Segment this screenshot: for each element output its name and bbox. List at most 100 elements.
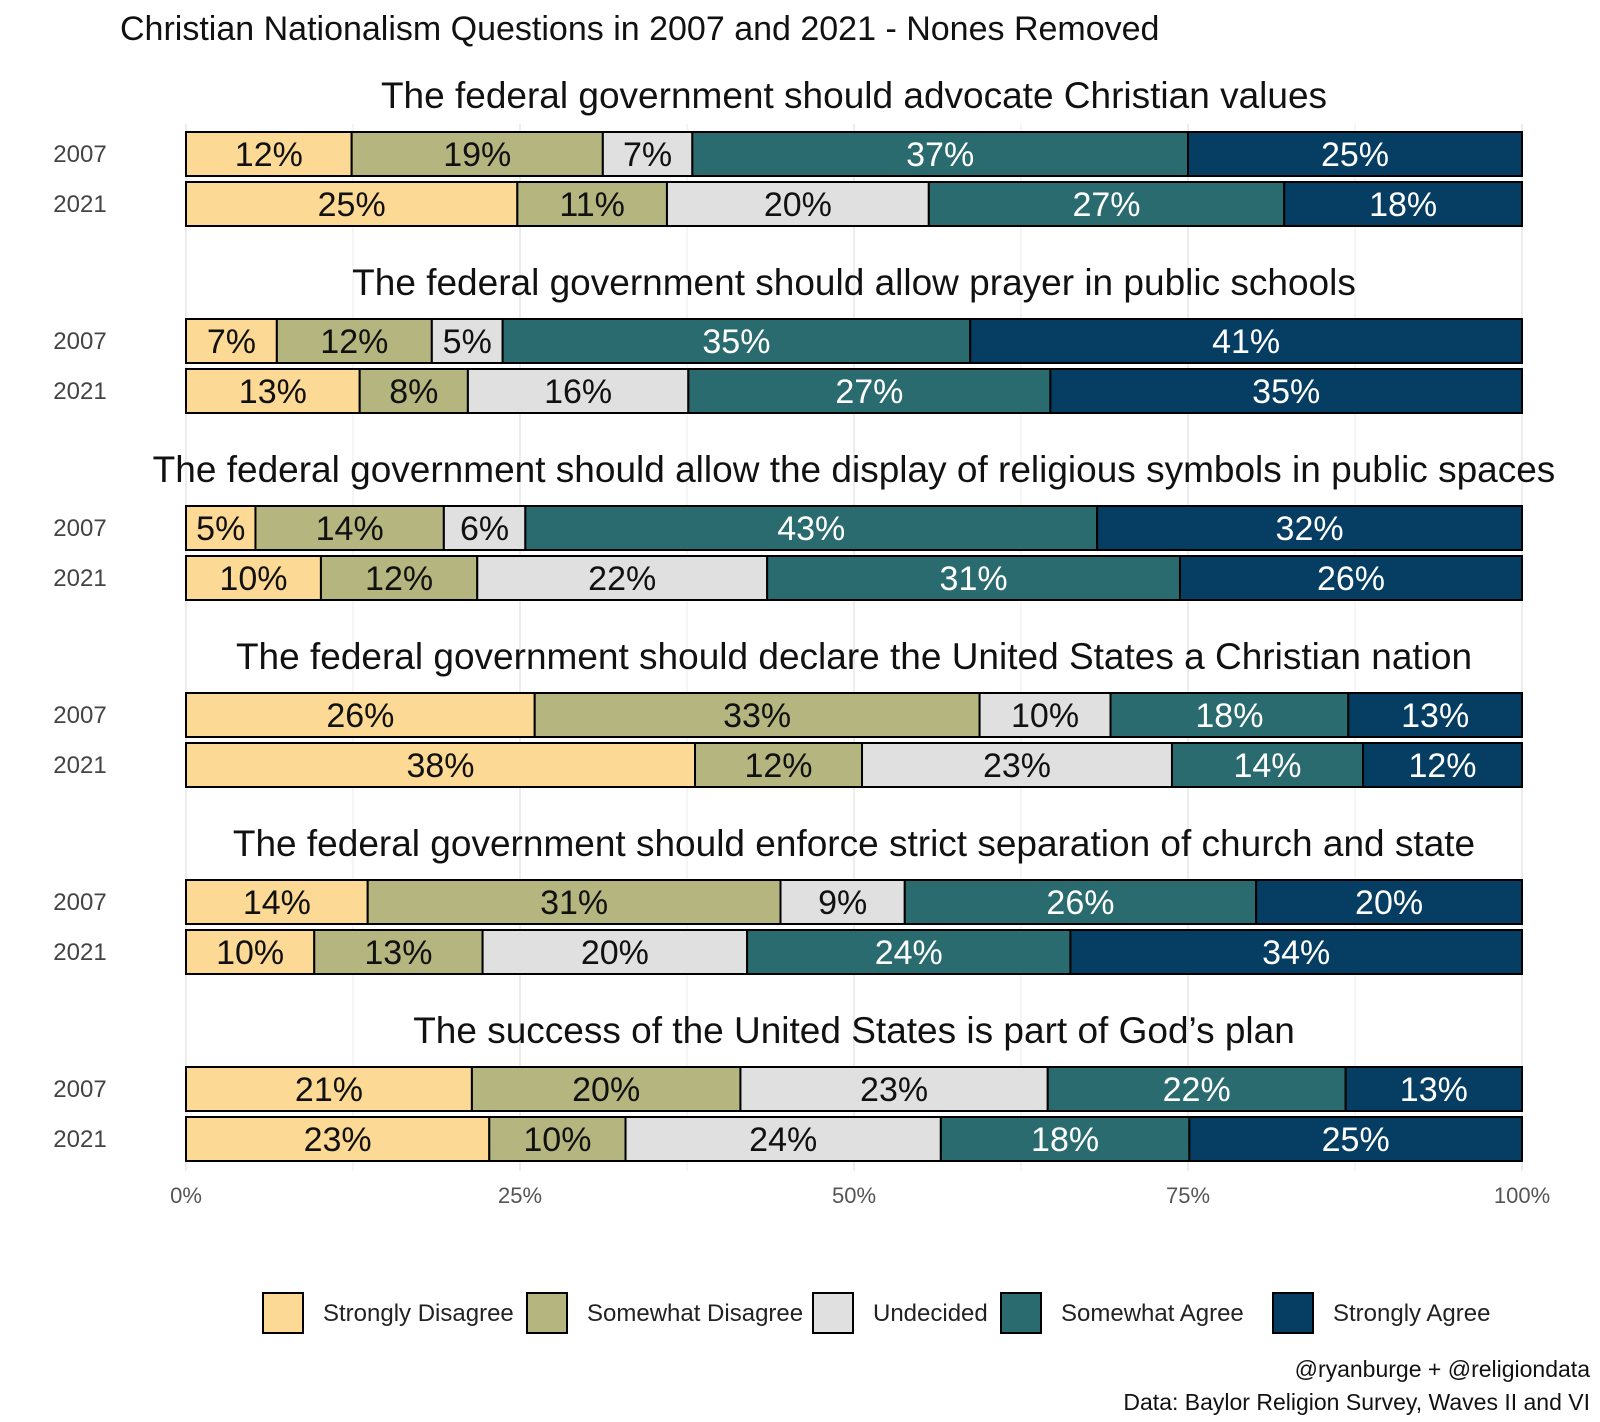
data-label: 27%: [1072, 186, 1140, 224]
facet-panel: The federal government should allow the …: [53, 449, 1556, 601]
data-label: 26%: [1046, 884, 1114, 922]
data-label: 25%: [1322, 1121, 1390, 1159]
bar-segment: [978, 692, 1112, 738]
bar-segment: [254, 505, 445, 551]
data-label: 6%: [460, 510, 509, 548]
data-label: 14%: [243, 884, 311, 922]
legend-key: [1272, 1292, 1314, 1334]
x-tick-label: 50%: [832, 1183, 876, 1208]
bar-segment: [350, 131, 604, 177]
data-label: 13%: [1400, 1071, 1468, 1109]
bar-segment: [1283, 181, 1524, 227]
facet-title: The federal government should allow pray…: [352, 262, 1356, 303]
data-label: 9%: [818, 884, 867, 922]
data-label: 19%: [443, 136, 511, 174]
data-label: 8%: [389, 373, 438, 411]
legend-key: [526, 1292, 568, 1334]
data-label: 20%: [764, 186, 832, 224]
bar-segment: [1344, 1066, 1523, 1112]
data-label: 18%: [1031, 1121, 1099, 1159]
chart-title: Christian Nationalism Questions in 2007 …: [120, 10, 1159, 48]
bar-segment: [366, 879, 782, 925]
bar-segment: [481, 929, 749, 975]
facet-title: The success of the United States is part…: [413, 1010, 1295, 1051]
bar-segment: [1255, 879, 1523, 925]
year-label: 2021: [53, 1126, 106, 1153]
data-label: 10%: [523, 1121, 591, 1159]
bar-segment: [533, 692, 981, 738]
bar-segment: [665, 181, 930, 227]
year-label: 2021: [53, 378, 106, 405]
data-label: 21%: [295, 1071, 363, 1109]
data-label: 18%: [1195, 697, 1263, 735]
data-label: 12%: [235, 136, 303, 174]
bar-segment: [185, 318, 278, 364]
legend-key: [812, 1292, 854, 1334]
data-label: 26%: [326, 697, 394, 735]
bar-segment: [601, 131, 694, 177]
bar-segment: [516, 181, 668, 227]
data-label: 23%: [304, 1121, 372, 1159]
x-tick-label: 25%: [498, 1183, 542, 1208]
bar-segment: [939, 1116, 1191, 1162]
year-label: 2007: [53, 889, 106, 916]
data-label: 13%: [239, 373, 307, 411]
data-label: 32%: [1276, 510, 1344, 548]
data-label: 20%: [572, 1071, 640, 1109]
facet-title: The federal government should allow the …: [153, 449, 1556, 490]
data-label: 38%: [406, 747, 474, 785]
legend-key: [262, 1292, 304, 1334]
year-label: 2021: [53, 565, 106, 592]
data-label: 12%: [320, 323, 388, 361]
data-label: 23%: [860, 1071, 928, 1109]
data-label: 5%: [443, 323, 492, 361]
facet-title: The federal government should advocate C…: [381, 75, 1327, 116]
year-label: 2021: [53, 939, 106, 966]
x-tick-label: 100%: [1494, 1183, 1550, 1208]
x-tick-label: 0%: [170, 1183, 202, 1208]
bar-segment: [319, 555, 479, 601]
legend-label: Strongly Disagree: [323, 1300, 514, 1327]
data-label: 35%: [702, 323, 770, 361]
bar-segment: [624, 1116, 942, 1162]
data-label: 13%: [1401, 697, 1469, 735]
data-label: 7%: [623, 136, 672, 174]
bar-segment: [476, 555, 769, 601]
bar-segment: [358, 368, 469, 414]
data-label: 22%: [588, 560, 656, 598]
bar-segment: [1178, 555, 1523, 601]
data-label: 14%: [1233, 747, 1301, 785]
bar-segment: [1362, 742, 1523, 788]
data-label: 16%: [544, 373, 612, 411]
bar-segment: [1109, 692, 1350, 738]
bar-segment: [903, 879, 1258, 925]
bar-segment: [691, 131, 1189, 177]
data-label: 34%: [1262, 934, 1330, 972]
facets: The federal government should advocate C…: [53, 75, 1556, 1162]
bar-segment: [185, 555, 322, 601]
bar-segment: [1347, 692, 1523, 738]
bar-segment: [442, 505, 527, 551]
bar-segment: [687, 368, 1052, 414]
legend-label: Somewhat Disagree: [587, 1300, 803, 1327]
facet-panel: The federal government should advocate C…: [53, 75, 1524, 227]
data-label: 31%: [540, 884, 608, 922]
data-label: 24%: [749, 1121, 817, 1159]
caption-credit: @ryanburge + @religiondata: [1295, 1356, 1591, 1382]
bar-segment: [185, 742, 697, 788]
data-label: 31%: [940, 560, 1008, 598]
year-label: 2007: [53, 515, 106, 542]
bar-segment: [969, 318, 1523, 364]
facet-panel: The federal government should declare th…: [53, 636, 1523, 788]
legend: Strongly Disagree Somewhat Disagree Undeci…: [262, 1292, 1490, 1334]
legend-label: Strongly Agree: [1333, 1300, 1490, 1327]
legend-label: Undecided: [873, 1300, 988, 1327]
bar-segment: [488, 1116, 627, 1162]
bar-segment: [185, 929, 316, 975]
year-label: 2021: [53, 752, 106, 779]
bar-segment: [739, 1066, 1049, 1112]
bar-segment: [470, 1066, 742, 1112]
data-label: 5%: [196, 510, 245, 548]
bar-segment: [185, 1066, 473, 1112]
